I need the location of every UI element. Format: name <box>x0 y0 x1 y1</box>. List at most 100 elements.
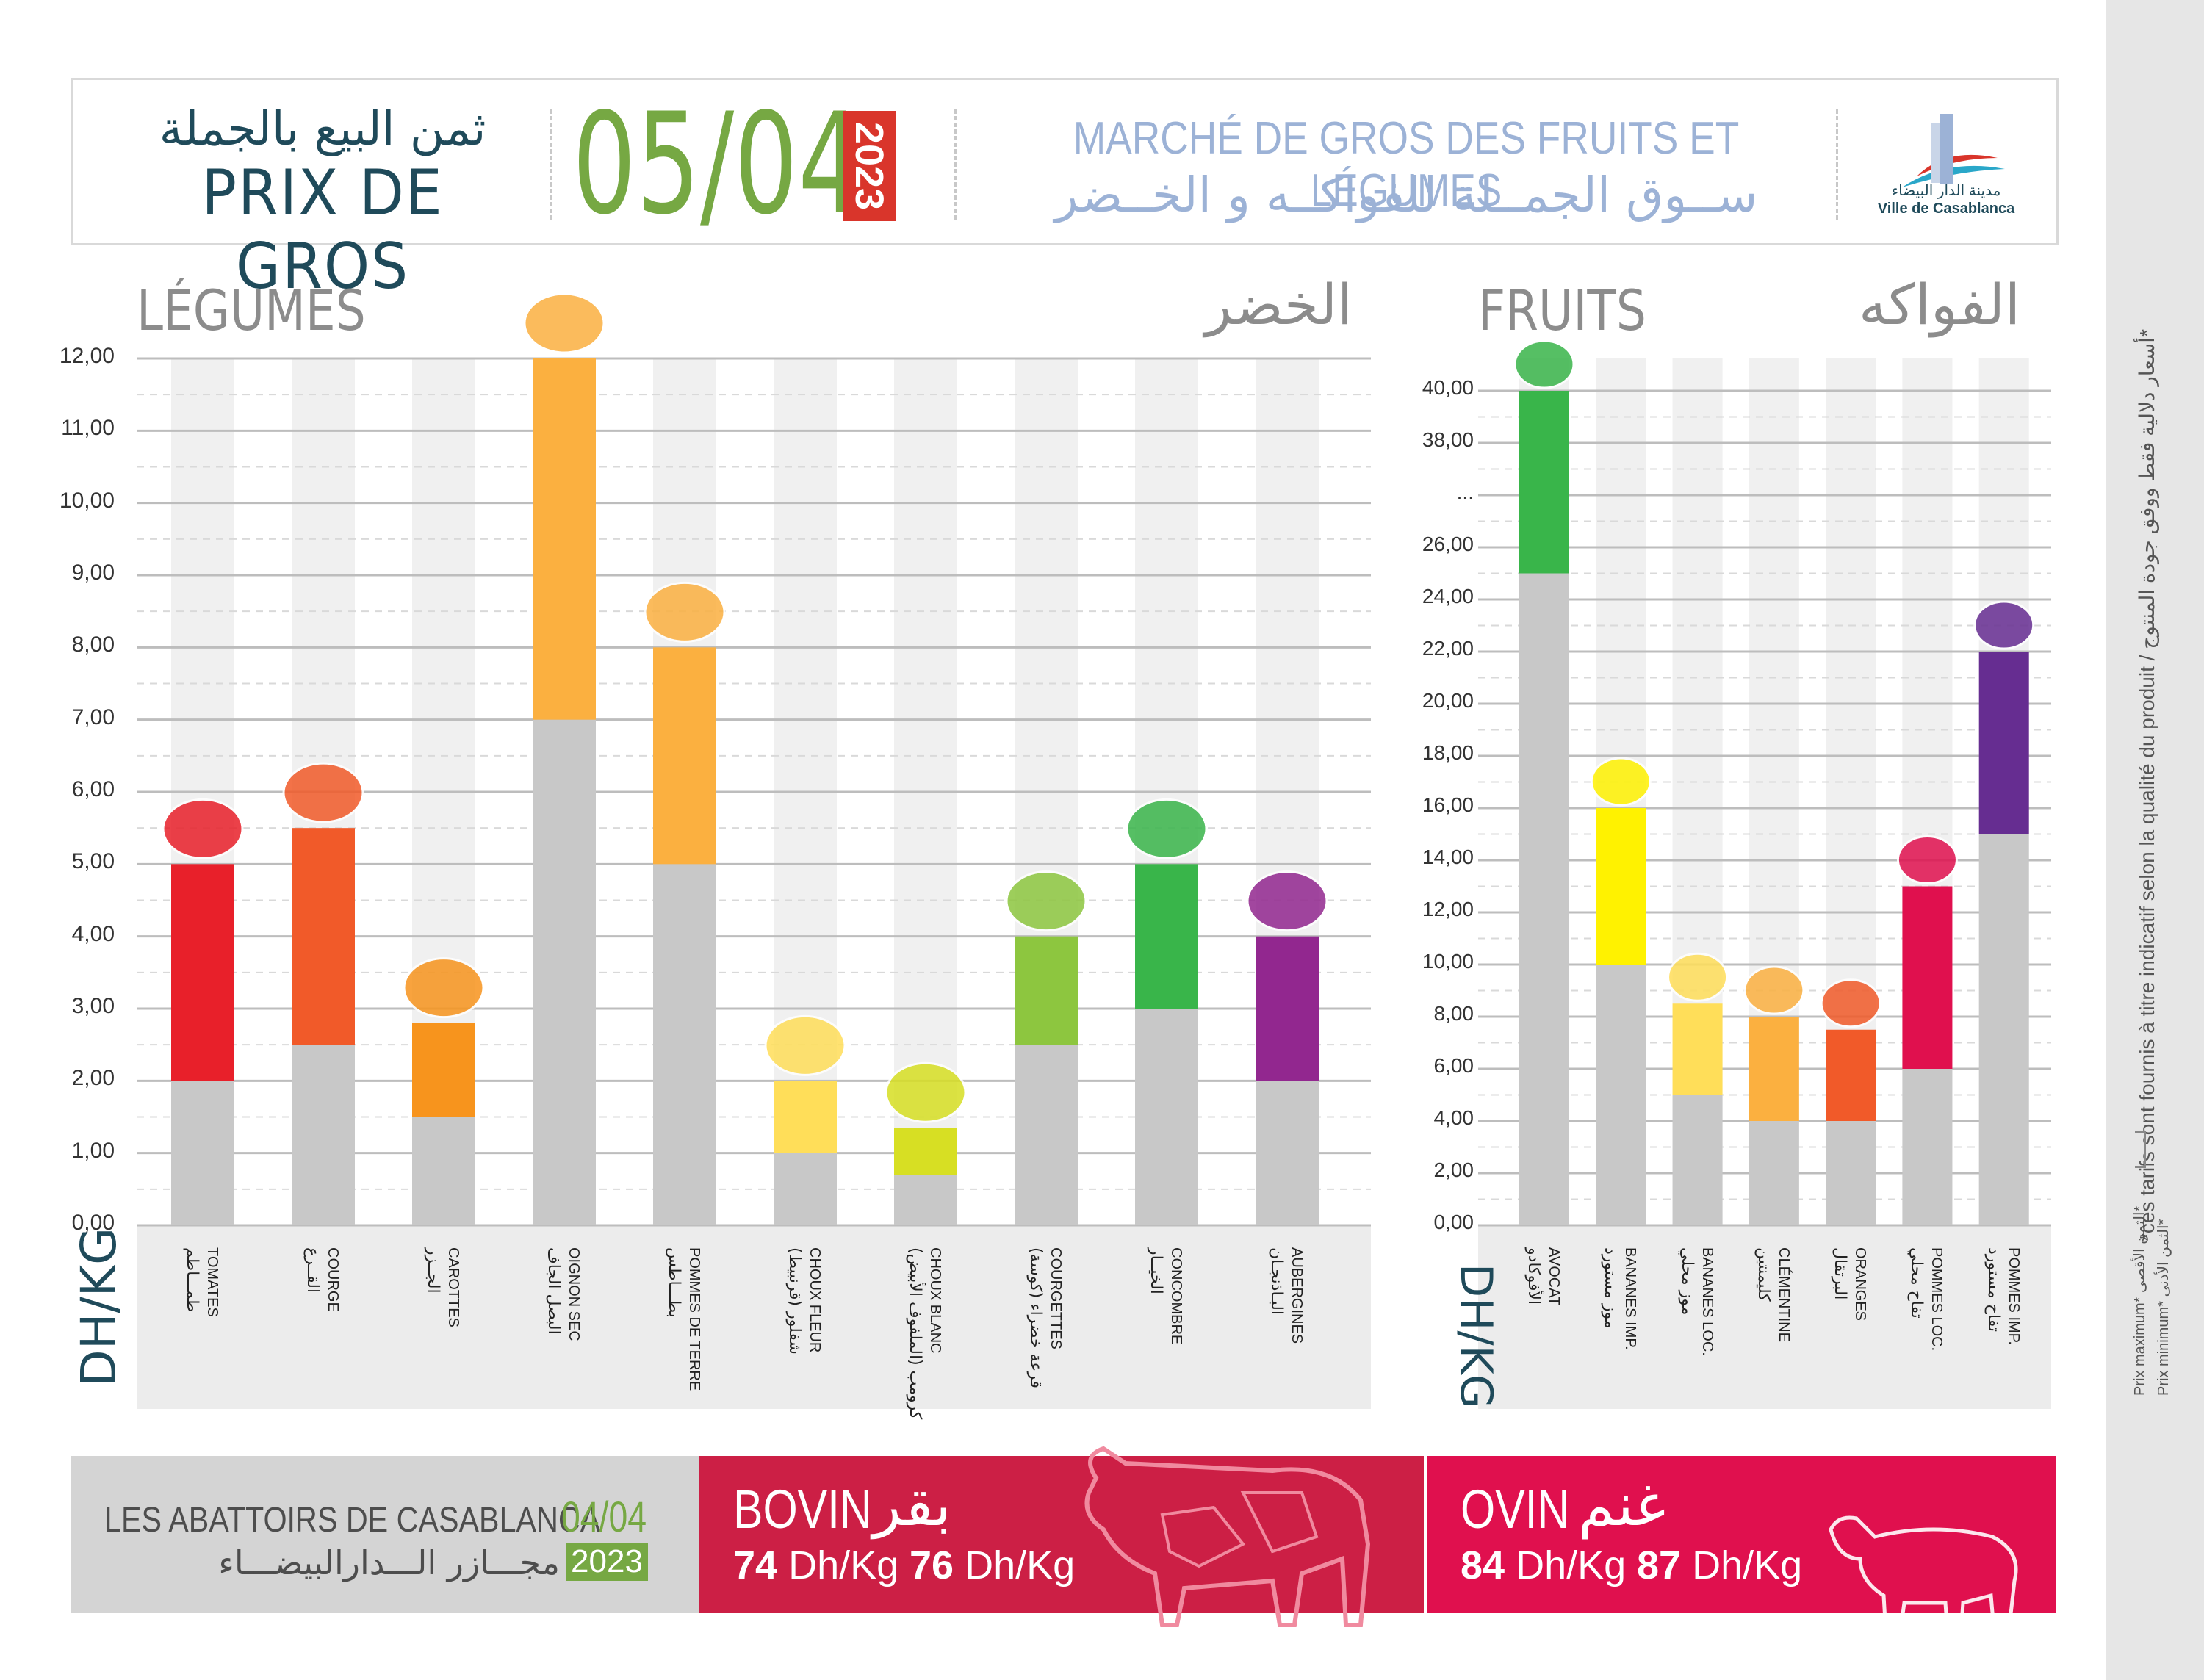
fruits-bar-min-pommes-imp- <box>1978 834 2029 1225</box>
legumes-bar-min-choux-blanc <box>894 1175 957 1225</box>
legumes-title-fr: LÉGUMES <box>137 278 366 343</box>
abattoirs-title-ar: مجـــازر الـــدارالبيضـــاء <box>218 1543 560 1582</box>
fruits-bar-min-avocat <box>1519 573 1569 1225</box>
sidebar-notes: *ces tarifs sont fournis à titre indicat… <box>2106 0 2204 1680</box>
ovin-label-ar: غنم <box>1578 1471 1666 1539</box>
ovin-max-value: 87 <box>1637 1543 1682 1587</box>
legumes-category-label-fr: CHOUX FLEUR <box>807 1247 823 1353</box>
legumes-y-tick-label: 3,00 <box>71 994 115 1018</box>
header-year-badge: 2023 <box>843 111 896 221</box>
fruits-title-fr: FRUITS <box>1478 278 1646 343</box>
market-name-fr: MARCHÉ DE GROS DES FRUITS ET LÉGUMES <box>1073 113 1740 216</box>
zucchini-icon <box>1005 870 1087 932</box>
legumes-bar-min-carottes <box>412 1117 475 1225</box>
header-separator <box>954 109 957 220</box>
fruits-category-label: BANANES LOC. موز محلي <box>1678 1247 1717 1356</box>
fruits-y-tick-label: 18,00 <box>1422 741 1474 764</box>
bovin-price-max: 76 Dh/Kg <box>910 1543 1075 1588</box>
legumes-bar-max-courge <box>292 828 355 1045</box>
fruits-y-tick-label: 24,00 <box>1422 585 1474 608</box>
abattoirs-info: LES ABATTOIRS DE CASABLANCA مجـــازر الـ… <box>71 1456 699 1613</box>
fruits-bar-max-clémentine <box>1749 1017 1799 1121</box>
legumes-category-label-fr: COURGETTES <box>1048 1247 1064 1349</box>
legumes-category-label-ar: الخيــار <box>1147 1247 1165 1294</box>
fruits-title-ar: الفواكه <box>1859 272 2021 337</box>
legumes-category-label-ar: الجــزر <box>424 1247 442 1294</box>
fruits-category-label: POMMES IMP. تفاح مستورد <box>1984 1247 2023 1345</box>
ovin-label-fr: OVIN <box>1461 1479 1570 1540</box>
legumes-bar-max-oignon-sec <box>533 358 596 720</box>
carrot-icon <box>403 957 485 1019</box>
legumes-y-tick-label: 6,00 <box>71 777 115 801</box>
fruits-y-tick-label: 20,00 <box>1422 689 1474 712</box>
fruits-y-tick-label: 4,00 <box>1433 1106 1474 1129</box>
ovin-max-unit: Dh/Kg <box>1692 1543 1803 1587</box>
clementine-icon <box>1743 965 1805 1015</box>
bovin-min-unit: Dh/Kg <box>788 1543 899 1587</box>
legumes-bar-min-courge <box>292 1045 355 1225</box>
fruits-y-tick-label: 40,00 <box>1422 376 1474 399</box>
market-name-ar: ســوق الجمــلة للفواكــه و الخــضر <box>1054 167 1758 223</box>
abattoirs-year: 2023 <box>566 1543 648 1581</box>
legumes-y-tick-label: 7,00 <box>71 704 115 729</box>
bovin-label-ar: بقر <box>873 1471 951 1539</box>
legumes-category-label-ar: القــرع <box>303 1247 322 1294</box>
header-separator <box>1836 109 1838 220</box>
fruits-y-tick-label: 14,00 <box>1422 846 1474 868</box>
fruits-category-label-ar: موز محلي <box>1677 1247 1696 1316</box>
legumes-y-tick-label: 12,00 <box>59 344 115 368</box>
eggplant-icon <box>1246 870 1328 932</box>
fruits-bar-min-clémentine <box>1749 1121 1799 1225</box>
price-charts <box>137 292 2051 1409</box>
legumes-category-label-fr: OIGNON SEC <box>566 1247 582 1341</box>
legumes-y-tick-label: 2,00 <box>71 1066 115 1091</box>
legumes-bar-max-pommes-de-terre <box>653 647 716 865</box>
fruits-category-label: ORANGES البرتقال <box>1831 1247 1870 1321</box>
fruits-category-label-fr: POMMES LOC. <box>1928 1247 1945 1352</box>
bovin-max-unit: Dh/Kg <box>965 1543 1076 1587</box>
legumes-category-label-ar: البـاذنجـان <box>1267 1247 1286 1316</box>
legumes-category-label-ar: شفلور (قرنبيط) <box>785 1247 804 1355</box>
fruits-y-tick-label: 26,00 <box>1422 533 1474 555</box>
legumes-category-label: TOMATES طمـــاطم <box>183 1247 222 1317</box>
fruits-category-label-fr: AVOCAT <box>1546 1247 1562 1306</box>
header-separator <box>550 109 552 220</box>
bovin-max-value: 76 <box>910 1543 954 1587</box>
legumes-y-tick-label: 0,00 <box>71 1211 115 1235</box>
casablanca-logo-icon <box>1902 114 2005 187</box>
legumes-category-label: CHOUX BLANC كرومب (الملفوف الأبيض) <box>906 1247 945 1419</box>
fruits-category-label-ar: تفاح محلي <box>1907 1247 1926 1319</box>
fruits-bar-min-bananes-imp- <box>1596 965 1646 1225</box>
tomato-icon <box>162 798 244 859</box>
fruits-category-label-fr: ORANGES <box>1852 1247 1869 1322</box>
fruits-y-tick-label: 0,00 <box>1433 1211 1474 1233</box>
apple-icon <box>1896 835 1958 884</box>
legumes-bar-min-concombre <box>1135 1009 1198 1225</box>
fruits-label-band <box>1478 1225 2051 1409</box>
legumes-y-tick-label: 5,00 <box>71 849 115 874</box>
fruits-y-tick-label: 12,00 <box>1422 898 1474 920</box>
fruits-unit-label: DH/KG <box>1450 1263 1502 1409</box>
legumes-bar-min-pommes-de-terre <box>653 864 716 1225</box>
legumes-category-label-ar: كرومب (الملفوف الأبيض) <box>906 1247 924 1420</box>
legend-max: Prix maximum* الثمن الأقصى* <box>2132 1205 2148 1396</box>
bovin-label-fr: BOVIN <box>733 1479 872 1540</box>
fruits-bar-max-bananes-loc- <box>1672 1003 1723 1095</box>
fruits-y-tick-label: 6,00 <box>1433 1054 1474 1077</box>
legumes-y-tick-label: 9,00 <box>71 560 115 585</box>
legumes-category-label-fr: TOMATES <box>204 1247 220 1317</box>
legumes-y-tick-label: 10,00 <box>59 488 115 513</box>
legumes-y-tick-label: 1,00 <box>71 1138 115 1163</box>
legend-bracket <box>2135 1131 2146 1168</box>
fruits-bar-max-avocat <box>1519 391 1569 574</box>
abattoirs-banner: LES ABATTOIRS DE CASABLANCA مجـــازر الـ… <box>71 1446 2056 1649</box>
fruits-y-tick-label: 22,00 <box>1422 637 1474 660</box>
cow-icon <box>1084 1446 1371 1627</box>
bovin-price-min: 74 Dh/Kg <box>733 1543 898 1588</box>
ovin-price-min: 84 Dh/Kg <box>1461 1543 1626 1588</box>
legumes-bar-max-carottes <box>412 1023 475 1117</box>
fruits-category-label-fr: POMMES IMP. <box>2005 1247 2022 1345</box>
fruits-bar-min-pommes-loc- <box>1902 1069 1953 1225</box>
fruits-bar-max-pommes-imp- <box>1978 652 2029 834</box>
fruits-category-label-ar: موز مستورد <box>1601 1247 1620 1329</box>
